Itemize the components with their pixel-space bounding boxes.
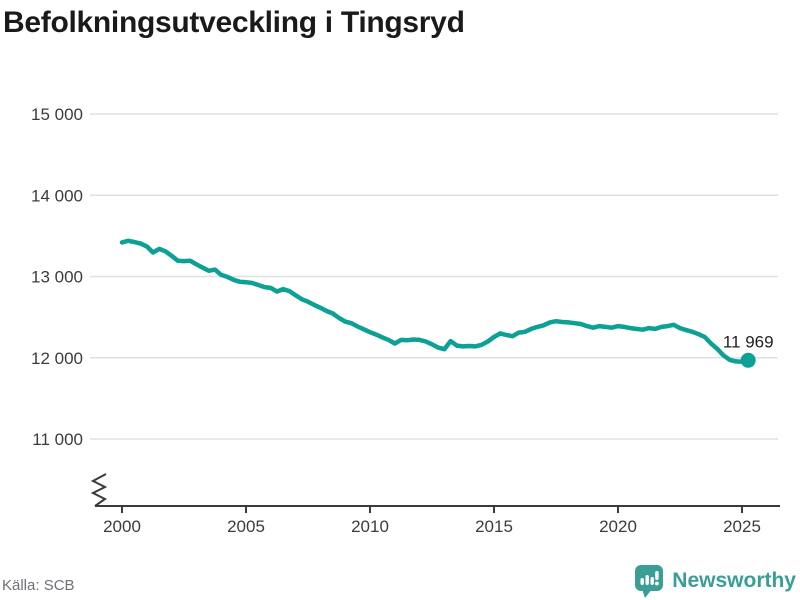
y-tick-label: 15 000 xyxy=(31,105,83,124)
axis-break-icon xyxy=(90,473,108,507)
newsworthy-logo[interactable]: Newsworthy xyxy=(633,563,796,599)
source-label: Källa: SCB xyxy=(2,577,75,594)
newsworthy-brand-name: Newsworthy xyxy=(672,569,796,592)
population-line xyxy=(119,238,751,365)
y-tick-label: 11 000 xyxy=(32,430,83,449)
x-tick-label: 2005 xyxy=(227,517,265,536)
x-tick-label: 2000 xyxy=(103,517,141,536)
y-tick-label: 13 000 xyxy=(31,268,83,287)
x-tick-label: 2015 xyxy=(475,517,513,536)
last-value-label: 11 969 xyxy=(723,332,774,351)
x-tick-label: 2025 xyxy=(723,517,761,536)
y-tick-label: 12 000 xyxy=(31,349,83,368)
x-tick-label: 2010 xyxy=(351,517,389,536)
last-value-dot xyxy=(740,352,756,368)
newsworthy-logo-icon xyxy=(635,565,664,598)
x-tick-label: 2020 xyxy=(599,517,637,536)
y-tick-label: 14 000 xyxy=(31,186,83,205)
page-title: Befolkningsutveckling i Tingsryd xyxy=(3,6,465,39)
